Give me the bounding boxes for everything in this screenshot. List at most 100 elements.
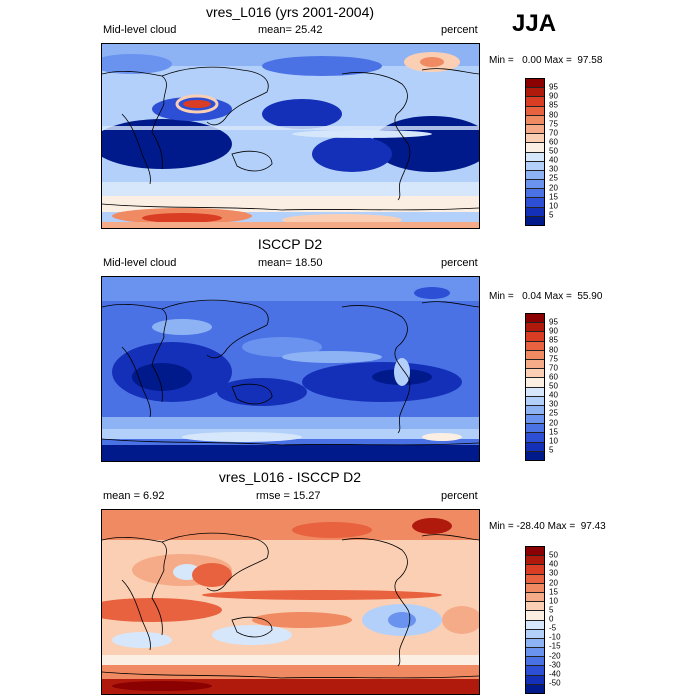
colorbar-obs-swatch-9 — [526, 396, 544, 406]
colorbar-model-swatch-2 — [526, 97, 544, 107]
colorbar-model-label: 90 — [549, 91, 558, 101]
colorbar-obs-label: 10 — [549, 436, 558, 446]
map-panel-obs — [101, 276, 480, 462]
colorbar-diff-swatch-12 — [526, 657, 544, 667]
colorbar-obs-swatch-2 — [526, 332, 544, 342]
colorbar-diff-label: -10 — [549, 632, 561, 642]
colorbar-obs-swatch-5 — [526, 359, 544, 370]
colorbar-model-swatch-15 — [526, 216, 544, 225]
colorbar-diff-swatch-7 — [526, 611, 544, 621]
colorbar-model-swatch-12 — [526, 189, 544, 199]
colorbar-model-swatch-5 — [526, 124, 544, 135]
panel-left-label-model: Mid-level cloud — [103, 24, 177, 36]
colorbar-obs-label: 50 — [549, 381, 558, 391]
colorbar-obs-swatch-7 — [526, 378, 544, 388]
colorbar-model-swatch-14 — [526, 207, 544, 217]
map-panel-model — [101, 43, 480, 229]
colorbar-diff-swatch-6 — [526, 602, 544, 612]
colorbar-diff-swatch-14 — [526, 675, 544, 685]
colorbar-diff-label: 30 — [549, 568, 558, 578]
panel-title-model: vres_L016 (yrs 2001-2004) — [205, 4, 375, 20]
colorbar-obs-swatch-12 — [526, 424, 544, 434]
colorbar-obs-swatch-14 — [526, 442, 544, 452]
colorbar-model-swatch-0 — [526, 79, 544, 89]
panel-minmax-obs: Min = 0.04 Max = 55.90 — [489, 291, 603, 302]
colorbar-obs-label: 30 — [549, 399, 558, 409]
colorbar-obs-swatch-6 — [526, 369, 544, 379]
colorbar-model-label: 10 — [549, 201, 558, 211]
colorbar-obs-label: 95 — [549, 317, 558, 327]
colorbar-model-swatch-7 — [526, 143, 544, 153]
colorbar-model-label: 85 — [549, 100, 558, 110]
colorbar-diff-swatch-1 — [526, 556, 544, 566]
panel-rmse-label-diff: rmse = 15.27 — [256, 490, 321, 502]
colorbar-diff-label: -40 — [549, 669, 561, 679]
colorbar-diff-swatch-9 — [526, 629, 544, 639]
colorbar-diff — [525, 546, 545, 694]
colorbar-obs-label: 25 — [549, 408, 558, 418]
map-panel-diff — [101, 509, 480, 695]
colorbar-model-label: 5 — [549, 210, 554, 220]
colorbar-obs-label: 75 — [549, 354, 558, 364]
colorbar-obs-label: 70 — [549, 363, 558, 373]
colorbar-diff-label: -5 — [549, 623, 557, 633]
panel-mean-label-obs: mean= 18.50 — [258, 257, 323, 269]
panel-left-label-obs: Mid-level cloud — [103, 257, 177, 269]
panel-units-label-diff: percent — [441, 490, 478, 502]
colorbar-obs-label: 20 — [549, 418, 558, 427]
colorbar-model-label: 80 — [549, 110, 558, 119]
colorbar-diff-swatch-5 — [526, 592, 544, 603]
map-diff-field — [102, 510, 479, 694]
colorbar-model-swatch-10 — [526, 170, 544, 181]
colorbar-model-label: 95 — [549, 82, 558, 92]
colorbar-diff-label: 15 — [549, 587, 558, 597]
colorbar-diff-label: 0 — [549, 614, 554, 624]
colorbar-model-label: 50 — [549, 146, 558, 156]
colorbar-obs-swatch-1 — [526, 323, 544, 333]
colorbar-obs-swatch-13 — [526, 433, 544, 443]
colorbar-obs-label: 40 — [549, 390, 558, 400]
colorbar-diff-swatch-4 — [526, 583, 544, 593]
colorbar-model-swatch-6 — [526, 134, 544, 144]
colorbar-model-swatch-9 — [526, 161, 544, 171]
colorbar-model-swatch-8 — [526, 152, 544, 162]
map-obs-field — [102, 277, 479, 461]
colorbar-diff-label: 10 — [549, 596, 558, 606]
colorbar-diff-swatch-11 — [526, 648, 544, 658]
colorbar-obs-swatch-0 — [526, 314, 544, 324]
panel-mean-label-diff: mean = 6.92 — [103, 490, 165, 502]
colorbar-obs-swatch-11 — [526, 415, 544, 425]
panel-mean-label-model: mean= 25.42 — [258, 24, 323, 36]
colorbar-model-swatch-13 — [526, 198, 544, 208]
panel-title-obs: ISCCP D2 — [257, 236, 323, 252]
colorbar-diff-swatch-3 — [526, 574, 544, 584]
colorbar-obs — [525, 313, 545, 461]
colorbar-model-label: 70 — [549, 128, 558, 138]
colorbar-diff-swatch-10 — [526, 638, 544, 649]
colorbar-obs-label: 5 — [549, 445, 554, 455]
colorbar-model-swatch-4 — [526, 115, 544, 125]
season-label: JJA — [512, 10, 557, 37]
colorbar-obs-swatch-15 — [526, 451, 544, 460]
colorbar-diff-swatch-13 — [526, 666, 544, 676]
colorbar-diff-label: 20 — [549, 578, 558, 587]
colorbar-obs-label: 15 — [549, 427, 558, 437]
panel-units-label-model: percent — [441, 24, 478, 36]
colorbar-obs-label: 60 — [549, 372, 558, 382]
colorbar-obs-swatch-8 — [526, 387, 544, 397]
colorbar-diff-label: -30 — [549, 660, 561, 670]
colorbar-diff-swatch-2 — [526, 565, 544, 575]
map-model-field — [102, 44, 479, 228]
panel-units-label-obs: percent — [441, 257, 478, 269]
colorbar-obs-swatch-10 — [526, 405, 544, 416]
colorbar-model-label: 20 — [549, 183, 558, 192]
colorbar-model-swatch-3 — [526, 106, 544, 116]
colorbar-diff-swatch-15 — [526, 684, 544, 693]
colorbar-model-label: 25 — [549, 173, 558, 183]
colorbar-model-label: 40 — [549, 155, 558, 165]
colorbar-diff-label: -20 — [549, 651, 561, 660]
colorbar-model-label: 75 — [549, 119, 558, 129]
colorbar-obs-label: 80 — [549, 345, 558, 354]
colorbar-diff-label: -15 — [549, 641, 561, 651]
panel-title-diff: vres_L016 - ISCCP D2 — [218, 469, 362, 485]
